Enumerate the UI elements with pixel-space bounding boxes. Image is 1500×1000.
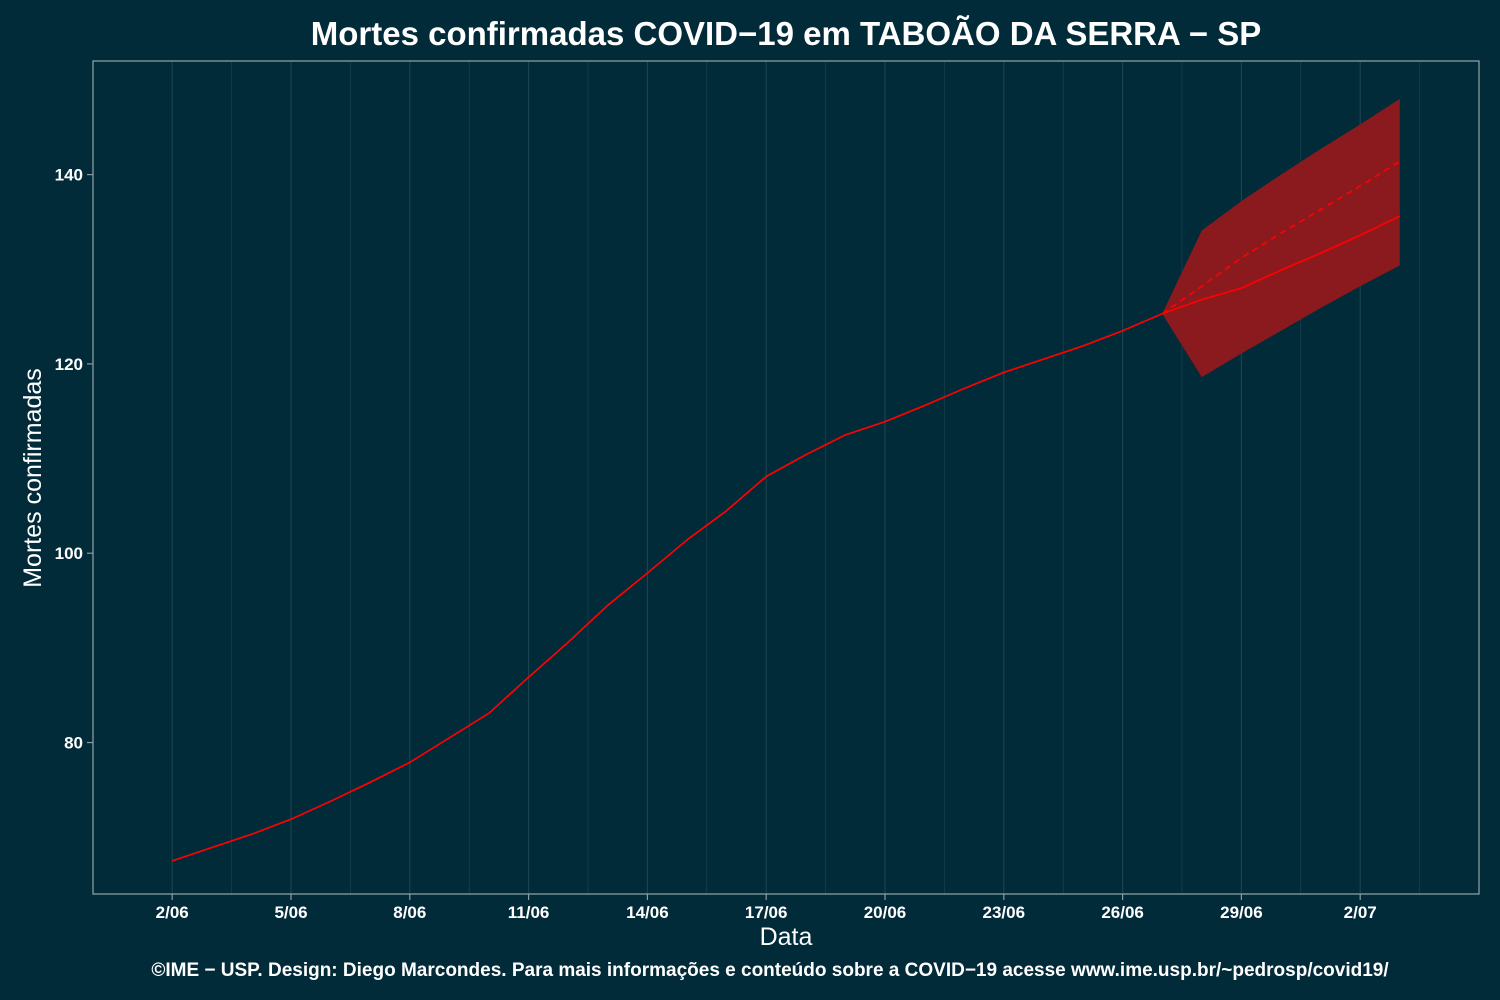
x-tick-label: 8/06 bbox=[393, 903, 426, 922]
plot-panel-border bbox=[92, 60, 1480, 895]
x-tick-label: 14/06 bbox=[626, 903, 669, 922]
grid-lines bbox=[171, 61, 1420, 894]
y-tick-label: 120 bbox=[55, 355, 83, 374]
y-tick-label: 100 bbox=[55, 544, 83, 563]
x-tick-label: 26/06 bbox=[1101, 903, 1144, 922]
y-tick-label: 140 bbox=[55, 166, 83, 185]
x-tick-label: 17/06 bbox=[745, 903, 788, 922]
y-axis-title: Mortes confirmadas bbox=[19, 368, 47, 588]
forecast-median-line bbox=[1161, 215, 1401, 315]
chart-title: Mortes confirmadas COVID−19 em TABOÃO DA… bbox=[311, 15, 1262, 52]
x-tick-label: 5/06 bbox=[274, 903, 307, 922]
x-tick-label: 11/06 bbox=[508, 903, 550, 922]
caption: ©IME − USP. Design: Diego Marcondes. Par… bbox=[151, 960, 1389, 981]
x-tick-label: 20/06 bbox=[864, 903, 907, 922]
forecast-confidence-band bbox=[1162, 98, 1400, 378]
series-lines bbox=[171, 160, 1401, 862]
x-tick-label: 29/06 bbox=[1220, 903, 1263, 922]
x-tick-label: 23/06 bbox=[983, 903, 1026, 922]
x-axis-ticks: 2/06 5/06 8/06 11/06 14/06 17/06 20/06 23/06 26/… bbox=[156, 894, 1377, 922]
forecast-band bbox=[1162, 98, 1400, 378]
y-axis-ticks: 80 100 120 140 bbox=[55, 166, 93, 753]
forecast-mean-line bbox=[1161, 160, 1401, 315]
observed-line bbox=[171, 312, 1163, 862]
y-tick-label: 80 bbox=[64, 734, 83, 753]
x-tick-label: 2/06 bbox=[156, 903, 189, 922]
x-tick-label: 2/07 bbox=[1344, 903, 1377, 922]
x-axis-title: Data bbox=[760, 923, 813, 951]
